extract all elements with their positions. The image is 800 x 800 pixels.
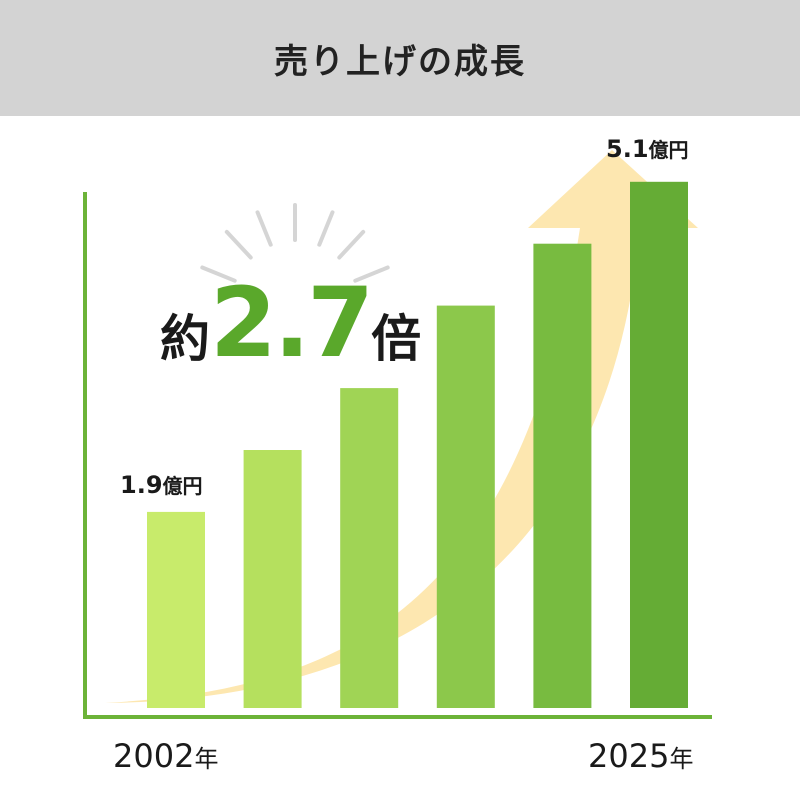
end-value-unit: 億円 [648, 137, 689, 162]
burst-ray-2 [224, 229, 253, 260]
bar-6 [630, 181, 688, 709]
start-value-label: 1.9億円 [120, 470, 203, 499]
multiplier-prefix: 約 [160, 310, 210, 368]
burst-ray-5 [317, 210, 335, 247]
end-value-label: 5.1億円 [606, 134, 689, 163]
burst-ray-6 [337, 229, 366, 260]
start-value: 1.9 [120, 470, 163, 499]
end-year-unit: 年 [669, 745, 694, 773]
start-value-unit: 億円 [162, 473, 203, 498]
bar-4 [436, 305, 495, 708]
start-year-label: 2002年 [113, 737, 218, 775]
page-title: 売り上げの成長 [274, 41, 526, 82]
start-year: 2002 [113, 737, 195, 775]
multiplier-number: 2.7 [210, 267, 374, 379]
burst-ray-3 [255, 210, 273, 247]
bar-2 [243, 450, 302, 708]
header-bar: 売り上げの成長 [0, 0, 800, 116]
start-year-unit: 年 [194, 745, 219, 773]
growth-multiplier: 約2.7倍 [160, 275, 421, 371]
burst-ray-7 [353, 265, 390, 283]
end-year: 2025 [588, 737, 670, 775]
burst-ray-1 [200, 265, 237, 283]
end-year-label: 2025年 [588, 737, 693, 775]
multiplier-suffix: 倍 [371, 310, 422, 368]
bar-3 [340, 388, 399, 708]
end-value: 5.1 [606, 134, 649, 163]
bar-1 [147, 511, 205, 708]
bar-5 [533, 243, 592, 708]
